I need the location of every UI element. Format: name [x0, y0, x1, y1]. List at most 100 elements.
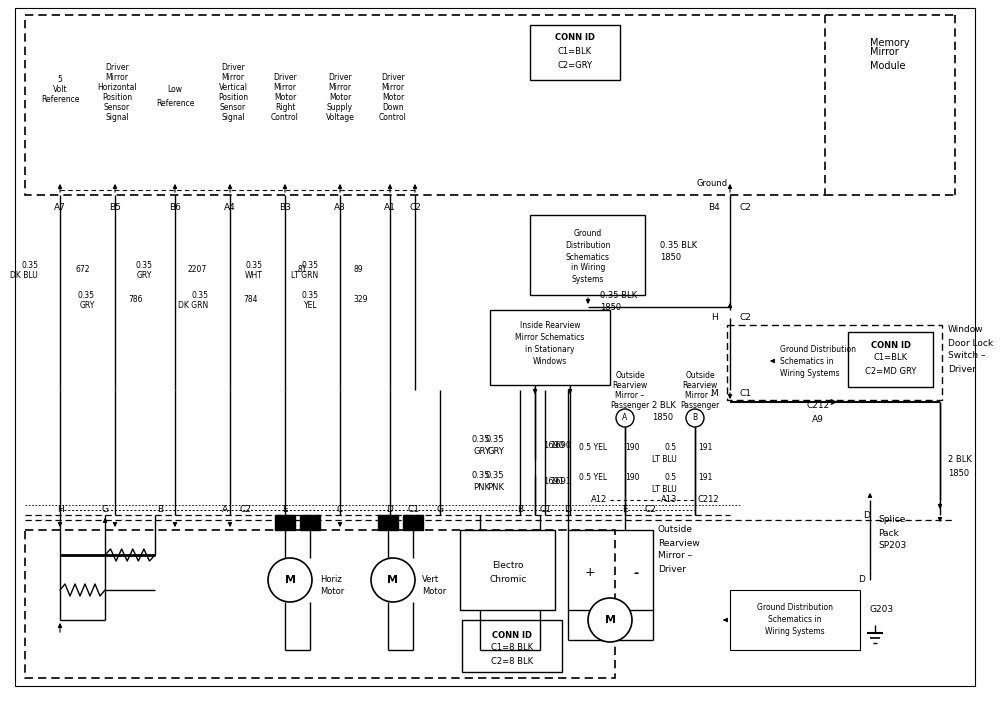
- Text: 329: 329: [353, 296, 368, 304]
- Text: C2: C2: [644, 505, 656, 515]
- Text: LT BLU: LT BLU: [652, 486, 677, 494]
- Text: Passenger: Passenger: [610, 400, 650, 409]
- Text: Driver: Driver: [381, 74, 405, 83]
- Text: Outside: Outside: [658, 526, 693, 534]
- Text: Window: Window: [948, 325, 984, 334]
- Text: G: G: [102, 505, 108, 515]
- Text: D: D: [863, 510, 870, 519]
- Text: Reference: Reference: [156, 99, 194, 107]
- Text: Motor: Motor: [329, 93, 351, 102]
- Text: C2=MD GRY: C2=MD GRY: [865, 367, 917, 376]
- Text: Driver: Driver: [658, 564, 686, 573]
- Text: Inside Rearview: Inside Rearview: [520, 320, 580, 329]
- Text: 1691: 1691: [550, 477, 571, 486]
- Text: DK BLU: DK BLU: [10, 271, 38, 280]
- Text: Wiring Systems: Wiring Systems: [765, 627, 825, 637]
- Text: A: A: [622, 414, 628, 423]
- Text: Driver: Driver: [948, 365, 976, 374]
- Text: Low: Low: [168, 86, 182, 95]
- Text: A4: A4: [224, 203, 236, 212]
- Text: 190: 190: [625, 473, 640, 482]
- Text: Distribution: Distribution: [565, 240, 611, 250]
- Text: A1: A1: [384, 203, 396, 212]
- Circle shape: [268, 558, 312, 602]
- Text: Volt: Volt: [53, 86, 67, 95]
- Bar: [460, 530, 555, 610]
- Text: GRY: GRY: [80, 301, 95, 310]
- Text: 0.35: 0.35: [21, 261, 38, 269]
- Text: WHT: WHT: [245, 271, 263, 280]
- Text: B: B: [157, 505, 163, 515]
- Text: Down: Down: [382, 104, 404, 112]
- Text: +: +: [585, 566, 595, 580]
- Text: Passenger: Passenger: [680, 400, 720, 409]
- Text: Signal: Signal: [105, 114, 129, 123]
- Text: Position: Position: [102, 93, 132, 102]
- Text: -: -: [633, 566, 639, 580]
- Text: H: H: [711, 313, 718, 322]
- Text: Vert: Vert: [422, 576, 439, 585]
- Text: Splice: Splice: [878, 515, 905, 524]
- Text: 0.5: 0.5: [665, 444, 677, 453]
- Text: Mirror –: Mirror –: [658, 552, 692, 561]
- Text: 5: 5: [58, 76, 62, 85]
- Text: 786: 786: [128, 296, 143, 304]
- Text: B4: B4: [708, 203, 720, 212]
- Text: Outside: Outside: [615, 371, 645, 379]
- Text: CONN ID: CONN ID: [871, 341, 911, 350]
- Text: Ground Distribution: Ground Distribution: [757, 604, 833, 613]
- Text: 2 BLK: 2 BLK: [652, 402, 676, 411]
- Text: Voltage: Voltage: [326, 114, 354, 123]
- Text: 0.5 YEL: 0.5 YEL: [579, 473, 607, 482]
- Text: A7: A7: [54, 203, 66, 212]
- Text: D: D: [858, 576, 865, 585]
- Text: 1850: 1850: [652, 414, 673, 423]
- Text: Module: Module: [870, 61, 906, 71]
- Text: Mirror Schematics: Mirror Schematics: [515, 332, 585, 341]
- Text: Motor: Motor: [320, 587, 344, 597]
- Text: 1850: 1850: [948, 468, 969, 477]
- Text: GRY: GRY: [487, 447, 504, 456]
- Text: Driver: Driver: [273, 74, 297, 83]
- Text: PNK: PNK: [473, 482, 490, 491]
- Text: Mirror: Mirror: [870, 47, 899, 57]
- Text: C1=BLK: C1=BLK: [558, 48, 592, 57]
- Text: 0.5: 0.5: [665, 473, 677, 482]
- Text: 1690: 1690: [543, 442, 564, 451]
- Text: C1=BLK: C1=BLK: [874, 353, 908, 362]
- Text: C2: C2: [409, 203, 421, 212]
- Text: Rearview: Rearview: [658, 538, 700, 547]
- Text: 191: 191: [698, 444, 712, 453]
- Text: A3: A3: [334, 203, 346, 212]
- Text: Sensor: Sensor: [104, 104, 130, 112]
- Text: Motor: Motor: [382, 93, 404, 102]
- Text: B: B: [692, 414, 698, 423]
- Text: B6: B6: [169, 203, 181, 212]
- Text: Electro: Electro: [492, 561, 524, 569]
- Text: C1: C1: [407, 505, 419, 515]
- Bar: [300, 515, 320, 530]
- Text: B3: B3: [279, 203, 291, 212]
- Bar: [568, 530, 653, 610]
- Bar: [727, 325, 942, 400]
- Text: Sensor: Sensor: [220, 104, 246, 112]
- Text: 89: 89: [353, 266, 363, 275]
- Text: 81: 81: [298, 266, 308, 275]
- Text: Systems: Systems: [572, 275, 604, 285]
- Text: Wiring Systems: Wiring Systems: [780, 369, 840, 379]
- Bar: [490, 310, 610, 385]
- Text: Mirror: Mirror: [222, 74, 244, 83]
- Text: D: D: [565, 505, 571, 515]
- Text: 0.35: 0.35: [191, 290, 208, 299]
- Text: 191: 191: [698, 473, 712, 482]
- Text: Schematics in: Schematics in: [780, 358, 834, 367]
- Text: C1=8 BLK: C1=8 BLK: [491, 644, 533, 653]
- Text: C1: C1: [740, 390, 752, 398]
- Text: C1: C1: [539, 505, 551, 515]
- Text: Driver: Driver: [221, 64, 245, 72]
- Bar: [275, 515, 295, 530]
- Text: DK GRN: DK GRN: [178, 301, 208, 310]
- Text: Ground: Ground: [574, 229, 602, 238]
- Text: Pack: Pack: [878, 529, 899, 538]
- Text: C2=GRY: C2=GRY: [558, 62, 592, 71]
